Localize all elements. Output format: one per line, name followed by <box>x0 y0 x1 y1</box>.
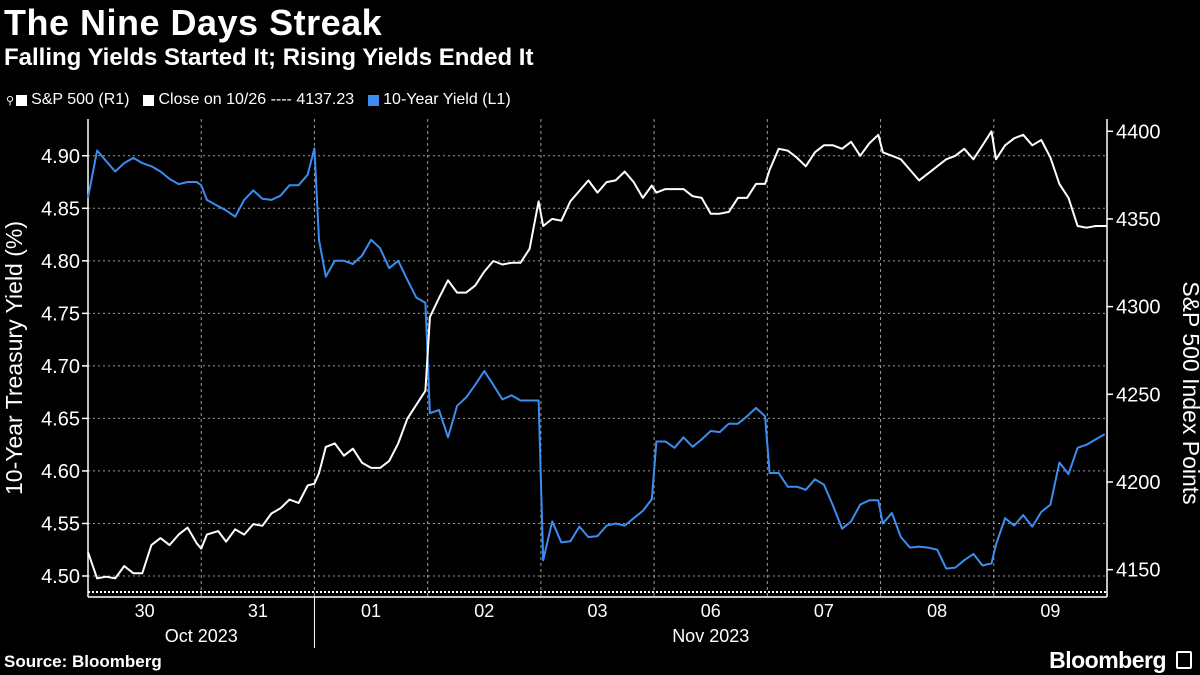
pin-icon: ⚲ <box>6 94 15 107</box>
x-axis-month-label: Oct 2023 <box>165 626 238 646</box>
left-axis-tick-label: 4.55 <box>41 513 80 535</box>
chart-title: The Nine Days Streak <box>4 2 383 43</box>
x-axis-day-label: 08 <box>927 601 947 621</box>
x-axis-day-label: 30 <box>135 601 155 621</box>
bloomberg-logo: Bloomberg <box>1049 647 1166 673</box>
legend-item-close[interactable]: Close on 10/26 ---- 4137.23 <box>143 91 354 109</box>
series-line-10y-yield <box>87 147 1106 570</box>
legend-swatch-close <box>143 94 155 106</box>
legend-item-sp500[interactable]: ⚲ S&P 500 (R1) <box>6 91 129 109</box>
left-axis-tick-label: 4.75 <box>41 303 80 325</box>
right-axis-title: S&P 500 Index Points <box>1178 281 1200 504</box>
right-axis-tick-label: 4350 <box>1116 209 1161 231</box>
legend-label-close: Close on 10/26 ---- 4137.23 <box>158 91 355 108</box>
x-axis-day-label: 07 <box>814 601 834 621</box>
left-axis-tick-label: 4.65 <box>41 408 80 430</box>
legend-swatch-yield <box>368 94 380 106</box>
legend-swatch-sp500 <box>16 94 28 106</box>
right-axis-tick-label: 4200 <box>1116 472 1161 494</box>
source-note: Source: Bloomberg <box>4 652 162 671</box>
legend-label-sp500: S&P 500 (R1) <box>31 91 130 108</box>
legend-label-yield: 10-Year Yield (L1) <box>383 91 511 108</box>
x-axis-day-label: 31 <box>248 601 268 621</box>
left-axis-tick-label: 4.50 <box>41 566 80 588</box>
right-axis-tick-label: 4300 <box>1116 297 1161 319</box>
left-axis-tick-label: 4.60 <box>41 461 80 483</box>
x-axis-month-label: Nov 2023 <box>672 626 749 646</box>
x-axis-day-label: 02 <box>474 601 494 621</box>
left-axis-title: 10-Year Treasury Yield (%) <box>1 221 27 495</box>
left-axis-tick-label: 4.85 <box>41 198 80 220</box>
right-axis-tick-label: 4150 <box>1116 560 1161 582</box>
x-axis-day-label: 06 <box>701 601 721 621</box>
left-axis-tick-label: 4.70 <box>41 356 80 378</box>
left-axis-tick-label: 4.80 <box>41 251 80 273</box>
legend: ⚲ S&P 500 (R1) Close on 10/26 ---- 4137.… <box>6 91 511 109</box>
left-axis-tick-label: 4.90 <box>41 146 80 168</box>
x-axis-day-label: 01 <box>361 601 381 621</box>
legend-item-yield[interactable]: 10-Year Yield (L1) <box>368 91 511 109</box>
x-axis-day-label: 09 <box>1040 601 1060 621</box>
right-axis-tick-label: 4400 <box>1116 121 1161 143</box>
x-axis-day-label: 03 <box>587 601 607 621</box>
bloomberg-badge-icon <box>1176 651 1192 669</box>
right-axis-tick-label: 4250 <box>1116 384 1161 406</box>
series-line-sp500 <box>87 130 1107 580</box>
chart-subtitle: Falling Yields Started It; Rising Yields… <box>4 44 534 71</box>
